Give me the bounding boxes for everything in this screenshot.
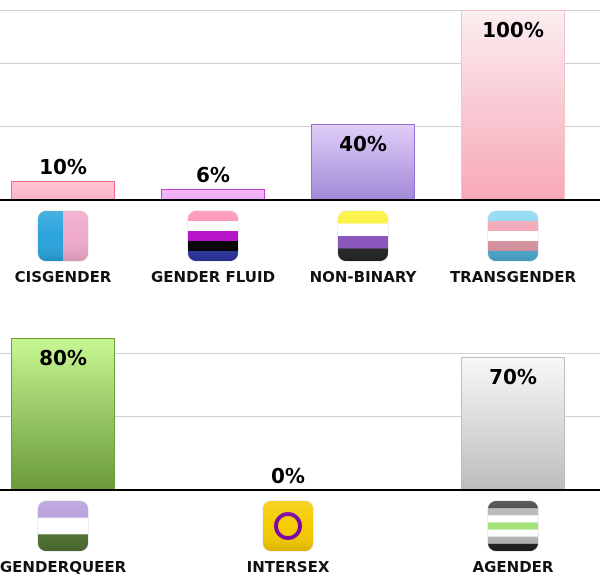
category-label: GENDERQUEER <box>0 558 127 576</box>
transgender-flag-icon <box>488 211 538 261</box>
gridline <box>0 63 600 65</box>
gridline <box>0 125 600 127</box>
category-label: TRANSGENDER <box>449 268 577 286</box>
gridline <box>0 353 600 355</box>
data-label: 10% <box>39 155 87 179</box>
data-label: 70% <box>489 365 537 389</box>
gridline <box>0 415 600 417</box>
data-label: 40% <box>339 132 387 156</box>
bar-cisgender <box>11 181 115 200</box>
genderqueer-flag-icon <box>38 501 88 551</box>
category-label: CISGENDER <box>14 268 112 286</box>
data-label: 6% <box>196 162 230 187</box>
bar-genderqueer <box>11 338 115 490</box>
bar-non-binary <box>311 124 415 200</box>
bar-transgender <box>461 10 565 200</box>
data-label: 0% <box>271 464 305 488</box>
intersex-flag-icon <box>263 501 313 551</box>
genderfluid-flag-icon <box>188 211 238 261</box>
nonbinary-flag-icon <box>338 211 388 261</box>
data-label: 80% <box>39 346 87 370</box>
category-label: GENDER FLUID <box>150 268 276 286</box>
category-label: AGENDER <box>472 558 554 576</box>
data-label: 100% <box>482 18 544 42</box>
cisgender-flag-icon <box>38 211 88 261</box>
category-label: NON-BINARY <box>309 268 417 286</box>
x-axis-baseline <box>0 489 600 491</box>
x-axis-baseline <box>0 199 600 201</box>
gridline <box>0 10 600 11</box>
agender-flag-icon <box>488 501 538 551</box>
category-label: INTERSEX <box>246 558 330 576</box>
